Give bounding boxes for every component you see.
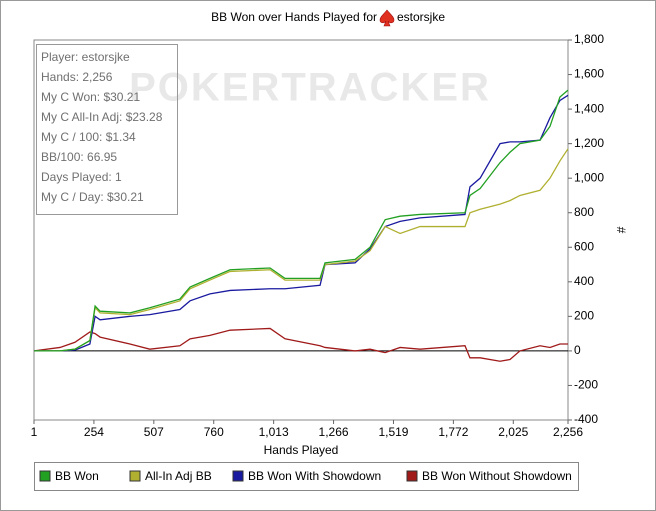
legend-swatch (129, 470, 141, 482)
legend-swatch (39, 470, 51, 482)
player-name: estorsjke (397, 10, 445, 24)
stat-line: Player: estorsjke (41, 50, 130, 64)
legend-label: BB Won With Showdown (248, 469, 381, 483)
x-tick-label: 1,772 (438, 425, 468, 439)
y-tick-label: 400 (574, 274, 594, 288)
y-tick-label: 1,200 (574, 136, 604, 150)
x-tick-label: 507 (144, 425, 164, 439)
stat-line: My C / 100: $1.34 (41, 130, 136, 144)
x-tick-label: 1,013 (259, 425, 289, 439)
x-tick-label: 1,266 (319, 425, 349, 439)
stats-box (36, 44, 178, 215)
legend-label: All-In Adj BB (145, 469, 212, 483)
legend-swatch (232, 470, 244, 482)
y-tick-label: 200 (574, 309, 594, 323)
stat-line: BB/100: 66.95 (41, 150, 117, 164)
series-line (33, 327, 568, 362)
x-tick-label: 1,519 (378, 425, 408, 439)
y-tick-label: 1,400 (574, 101, 604, 115)
y-tick-label: -200 (574, 378, 598, 392)
y-tick-label: 600 (574, 239, 594, 253)
legend-label: BB Won (55, 469, 99, 483)
x-tick-label: 760 (204, 425, 224, 439)
spade-icon (379, 9, 395, 27)
x-tick-label: 2,256 (553, 425, 583, 439)
stat-line: My C / Day: $30.21 (41, 190, 144, 204)
stat-line: Days Played: 1 (41, 170, 122, 184)
y-axis-label: # (614, 227, 628, 234)
stat-line: My C All-In Adj: $23.28 (41, 110, 163, 124)
y-tick-label: 1,800 (574, 32, 604, 46)
legend-label: BB Won Without Showdown (422, 469, 572, 483)
y-tick-label: -400 (574, 412, 598, 426)
x-tick-label: 1 (31, 425, 38, 439)
y-tick-label: 800 (574, 205, 594, 219)
plot-area (33, 39, 569, 421)
y-tick-label: 0 (574, 343, 581, 357)
y-tick-label: 1,600 (574, 67, 604, 81)
legend (34, 462, 579, 491)
watermark: POKERTRACKER (129, 66, 491, 110)
y-tick-label: 1,000 (574, 170, 604, 184)
stat-line: My C Won: $30.21 (41, 90, 140, 104)
chart-title: BB Won over Hands Played for (211, 10, 377, 24)
stat-line: Hands: 2,256 (41, 70, 113, 84)
x-tick-label: 2,025 (498, 425, 528, 439)
legend-swatch (406, 470, 418, 482)
series-line (34, 89, 569, 352)
x-tick-label: 254 (84, 425, 104, 439)
x-axis-label: Hands Played (264, 443, 339, 457)
